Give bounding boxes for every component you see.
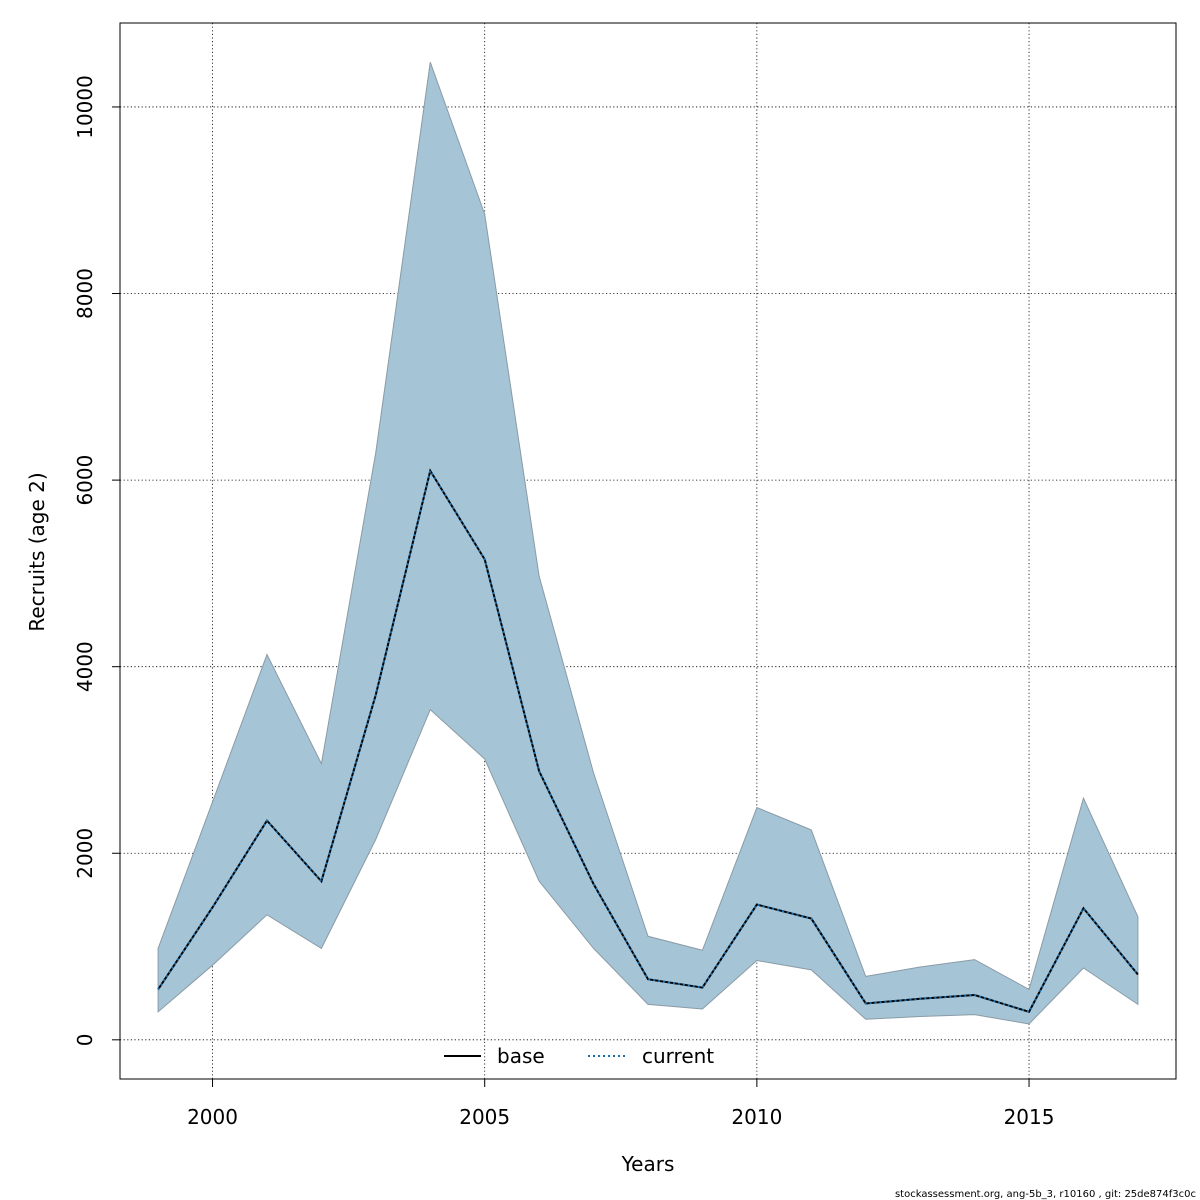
legend: base current [444,1044,714,1068]
legend-label-base: base [497,1044,545,1068]
series-lines-layer [157,468,1139,1014]
y-tick-label-2000: 2000 [73,828,97,879]
y-tick-label-6000: 6000 [73,455,97,506]
y-tick-label-8000: 8000 [73,268,97,319]
x-tick-label-2015: 2015 [1004,1105,1055,1129]
x-axis: 2000 2005 2010 2015 [187,1079,1054,1129]
x-tick-label-2000: 2000 [187,1105,238,1129]
x-tick-label-2010: 2010 [731,1105,782,1129]
y-tick-label-10000: 10000 [73,75,97,139]
y-tick-label-4000: 4000 [73,641,97,692]
x-tick-label-2005: 2005 [459,1105,510,1129]
y-axis: 0 2000 4000 6000 8000 10000 [73,75,120,1046]
legend-label-current: current [642,1044,714,1068]
x-axis-label: Years [621,1152,675,1176]
y-tick-label-0: 0 [73,1033,97,1046]
confidence-band [157,62,1139,1025]
y-axis-label: Recruits (age 2) [25,472,49,631]
plot-frame [119,22,1177,1080]
series-line-current [157,468,1139,1014]
footnote: stockassessment.org, ang-5b_3, r10160 , … [895,1189,1196,1200]
confidence-band-layer [157,62,1139,1025]
